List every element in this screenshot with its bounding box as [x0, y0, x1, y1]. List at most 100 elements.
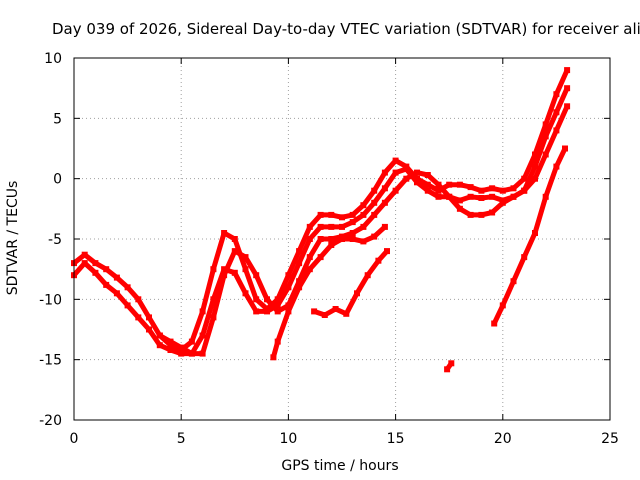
data-point — [364, 272, 371, 279]
data-point — [210, 266, 217, 273]
data-point — [296, 260, 303, 267]
data-point — [167, 338, 174, 345]
data-point — [253, 272, 260, 279]
data-point — [199, 308, 206, 315]
data-point — [285, 284, 292, 291]
data-point — [349, 219, 356, 226]
data-point — [444, 366, 451, 373]
data-point — [339, 214, 345, 221]
data-point — [553, 109, 560, 116]
x-tick-label: 5 — [177, 431, 186, 447]
data-point — [499, 199, 506, 206]
data-point — [562, 145, 568, 152]
data-point — [360, 223, 367, 230]
data-point — [328, 211, 335, 218]
data-point — [178, 350, 185, 357]
data-point — [167, 347, 174, 353]
data-point — [360, 211, 367, 218]
data-point — [467, 184, 474, 191]
data-point — [156, 332, 163, 339]
data-point — [510, 278, 517, 285]
data-point — [210, 296, 217, 303]
data-point — [167, 342, 174, 349]
data-point — [311, 308, 318, 315]
data-point — [274, 302, 281, 309]
data-point — [146, 314, 152, 321]
data-point — [339, 236, 345, 242]
data-point — [274, 296, 281, 303]
y-axis-label: SDTVAR / TECUs — [5, 181, 21, 296]
data-point — [354, 290, 360, 297]
data-point — [231, 269, 238, 276]
data-point — [392, 169, 399, 176]
data-point — [81, 260, 88, 267]
data-point — [317, 236, 324, 242]
data-point — [321, 312, 328, 318]
data-point — [542, 121, 549, 128]
data-point — [381, 223, 388, 230]
data-point — [542, 151, 549, 158]
data-point — [521, 187, 528, 194]
data-point — [296, 278, 303, 285]
chart-title: Day 039 of 2026, Sidereal Day-to-day VTE… — [52, 20, 640, 38]
data-point — [521, 254, 528, 261]
data-point — [542, 133, 549, 140]
data-point — [306, 254, 313, 261]
data-point — [349, 230, 356, 236]
data-point — [296, 248, 303, 255]
x-axis-label: GPS time / hours — [281, 458, 398, 474]
data-point — [124, 302, 131, 309]
y-tick-label: 5 — [53, 111, 62, 127]
data-point — [456, 205, 463, 212]
data-point — [375, 257, 382, 264]
data-point — [489, 185, 496, 192]
data-point — [113, 290, 120, 297]
y-tick-labels: -20 -15 -10 -5 0 5 10 — [39, 51, 62, 429]
data-series — [71, 67, 571, 373]
data-point — [384, 248, 390, 255]
data-point — [199, 332, 206, 339]
data-point — [446, 181, 453, 188]
data-point — [521, 175, 528, 182]
data-point — [489, 209, 496, 216]
y-tick-label: 10 — [44, 51, 62, 67]
data-point — [371, 199, 378, 206]
data-point — [92, 269, 99, 276]
data-point — [478, 187, 485, 194]
data-point — [231, 248, 238, 255]
data-point — [489, 193, 496, 200]
data-point — [349, 211, 356, 218]
y-tick-label: -20 — [39, 413, 62, 429]
data-point — [343, 310, 350, 317]
data-point — [178, 344, 185, 351]
data-point — [446, 193, 453, 200]
data-point — [414, 169, 420, 176]
x-tick-label: 25 — [601, 431, 619, 447]
data-point — [392, 187, 399, 194]
data-point — [532, 151, 538, 158]
data-point — [510, 193, 517, 200]
data-point — [332, 306, 339, 312]
data-point — [103, 266, 110, 273]
data-point — [553, 91, 560, 98]
data-point — [328, 236, 335, 242]
data-point — [381, 169, 388, 176]
data-point — [564, 67, 571, 74]
data-point — [467, 193, 474, 200]
data-point — [210, 314, 217, 321]
data-point — [274, 338, 281, 345]
data-point — [339, 223, 345, 230]
data-point — [371, 187, 378, 194]
data-point — [328, 223, 335, 230]
data-point — [491, 320, 498, 327]
data-point — [403, 175, 410, 182]
data-point — [92, 260, 99, 267]
y-tick-label: 0 — [53, 172, 62, 188]
data-point — [242, 254, 249, 261]
data-point — [392, 157, 399, 164]
data-point — [349, 236, 356, 242]
data-point — [564, 103, 571, 110]
data-point — [264, 308, 270, 315]
data-point — [553, 163, 560, 170]
data-point — [478, 195, 485, 201]
